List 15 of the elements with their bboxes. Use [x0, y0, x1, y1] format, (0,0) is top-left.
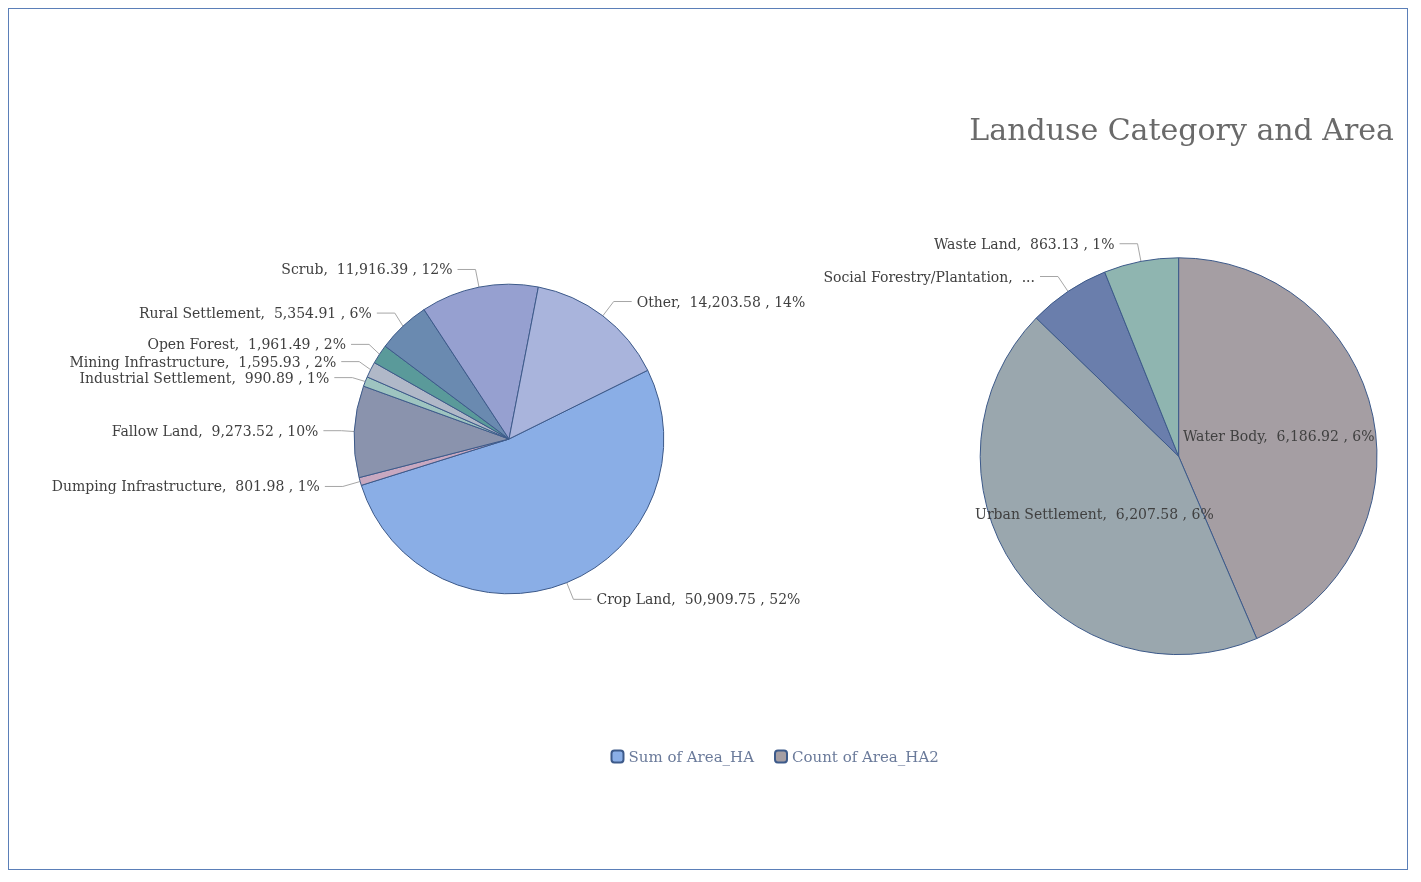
slice-label: Waste Land, 863.13 , 1% [933, 235, 1115, 252]
slice-label: Crop Land, 50,909.75 , 52% [596, 591, 801, 608]
slice-label: Other, 14,203.58 , 14% [636, 293, 806, 310]
slice-label: Water Body, 6,186.92 , 6% [1182, 427, 1375, 444]
slice-label: Industrial Settlement, 990.89 , 1% [79, 369, 330, 386]
chart-title: Landuse Category and Area [969, 111, 1395, 147]
slice-label: Mining Infrastructure, 1,595.93 , 2% [69, 353, 337, 370]
legend-label: Count of Area_HA2 [792, 747, 939, 766]
slice-label: Dumping Infrastructure, 801.98 , 1% [51, 478, 320, 495]
slice-label: Open Forest, 1,961.49 , 2% [147, 336, 347, 353]
slice-label: Social Forestry/Plantation, ... [823, 268, 1036, 285]
slice-label: Rural Settlement, 5,354.91 , 6% [138, 305, 372, 322]
slice-label: Fallow Land, 9,273.52 , 10% [111, 422, 319, 439]
slice-label: Scrub, 11,916.39 , 12% [281, 261, 453, 278]
legend-label: Sum of Area_HA [628, 747, 755, 766]
